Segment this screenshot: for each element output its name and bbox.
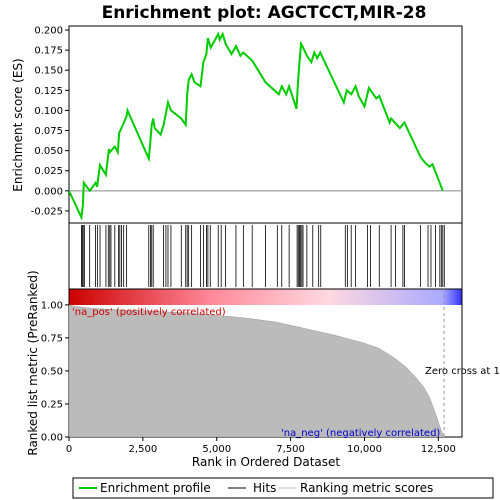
- metric-y-tick-label: 0.25: [41, 399, 63, 410]
- es-y-tick-label: 0.025: [34, 166, 63, 177]
- x-axis-label: Rank in Ordered Dataset: [192, 455, 340, 469]
- x-tick-label: 0: [66, 444, 72, 455]
- na-pos-label: 'na_pos' (positively correlated): [72, 307, 226, 318]
- metric-y-tick-label: 0.75: [41, 333, 63, 344]
- ranked-list-color-bar: [69, 289, 462, 305]
- es-y-tick-label: -0.025: [31, 206, 63, 217]
- ranking-metric-area: [69, 304, 445, 437]
- es-y-tick-label: 0.125: [34, 86, 63, 97]
- es-y-tick-label: 0.200: [34, 26, 63, 37]
- es-y-tick-label: 0.050: [34, 146, 63, 157]
- es-y-label: Enrichment score (ES): [11, 58, 25, 191]
- na-neg-label: 'na_neg' (negatively correlated): [281, 428, 440, 439]
- metric-y-tick-label: 1.00: [41, 300, 63, 311]
- metric-y-axis: 0.00 0.25 0.50 0.75 1.00: [41, 300, 69, 444]
- x-tick-label: 10,000: [347, 444, 382, 455]
- x-tick-label: 12,500: [421, 444, 456, 455]
- x-tick-label: 5,000: [202, 444, 231, 455]
- chart-title: Enrichment plot: AGCTCCT,MIR-28: [102, 3, 427, 23]
- metric-y-tick-label: 0.00: [41, 433, 63, 444]
- hits-track: [81, 225, 445, 287]
- es-y-tick-label: 0.000: [34, 186, 63, 197]
- x-axis: 0 2,500 5,000 7,500 10,000 12,500: [66, 437, 456, 455]
- legend-hits-label: Hits: [253, 481, 276, 495]
- legend-enrichment-label: Enrichment profile: [100, 481, 211, 495]
- es-y-tick-label: 0.175: [34, 46, 63, 57]
- es-y-tick-label: 0.150: [34, 66, 63, 77]
- es-y-tick-label: 0.075: [34, 126, 63, 137]
- x-tick-label: 2,500: [129, 444, 158, 455]
- zero-cross-label: Zero cross at 12694: [425, 366, 500, 377]
- metric-y-tick-label: 0.50: [41, 366, 63, 377]
- es-y-axis: -0.025 0.000 0.025 0.050 0.075 0.100 0.125 0.15…: [31, 26, 69, 217]
- metric-y-label: Ranked list metric (PreRanked): [26, 270, 40, 455]
- legend-metric-label: Ranking metric scores: [300, 481, 433, 495]
- x-tick-label: 7,500: [276, 444, 305, 455]
- enrichment-profile-line: [69, 31, 444, 221]
- es-y-tick-label: 0.100: [34, 106, 63, 117]
